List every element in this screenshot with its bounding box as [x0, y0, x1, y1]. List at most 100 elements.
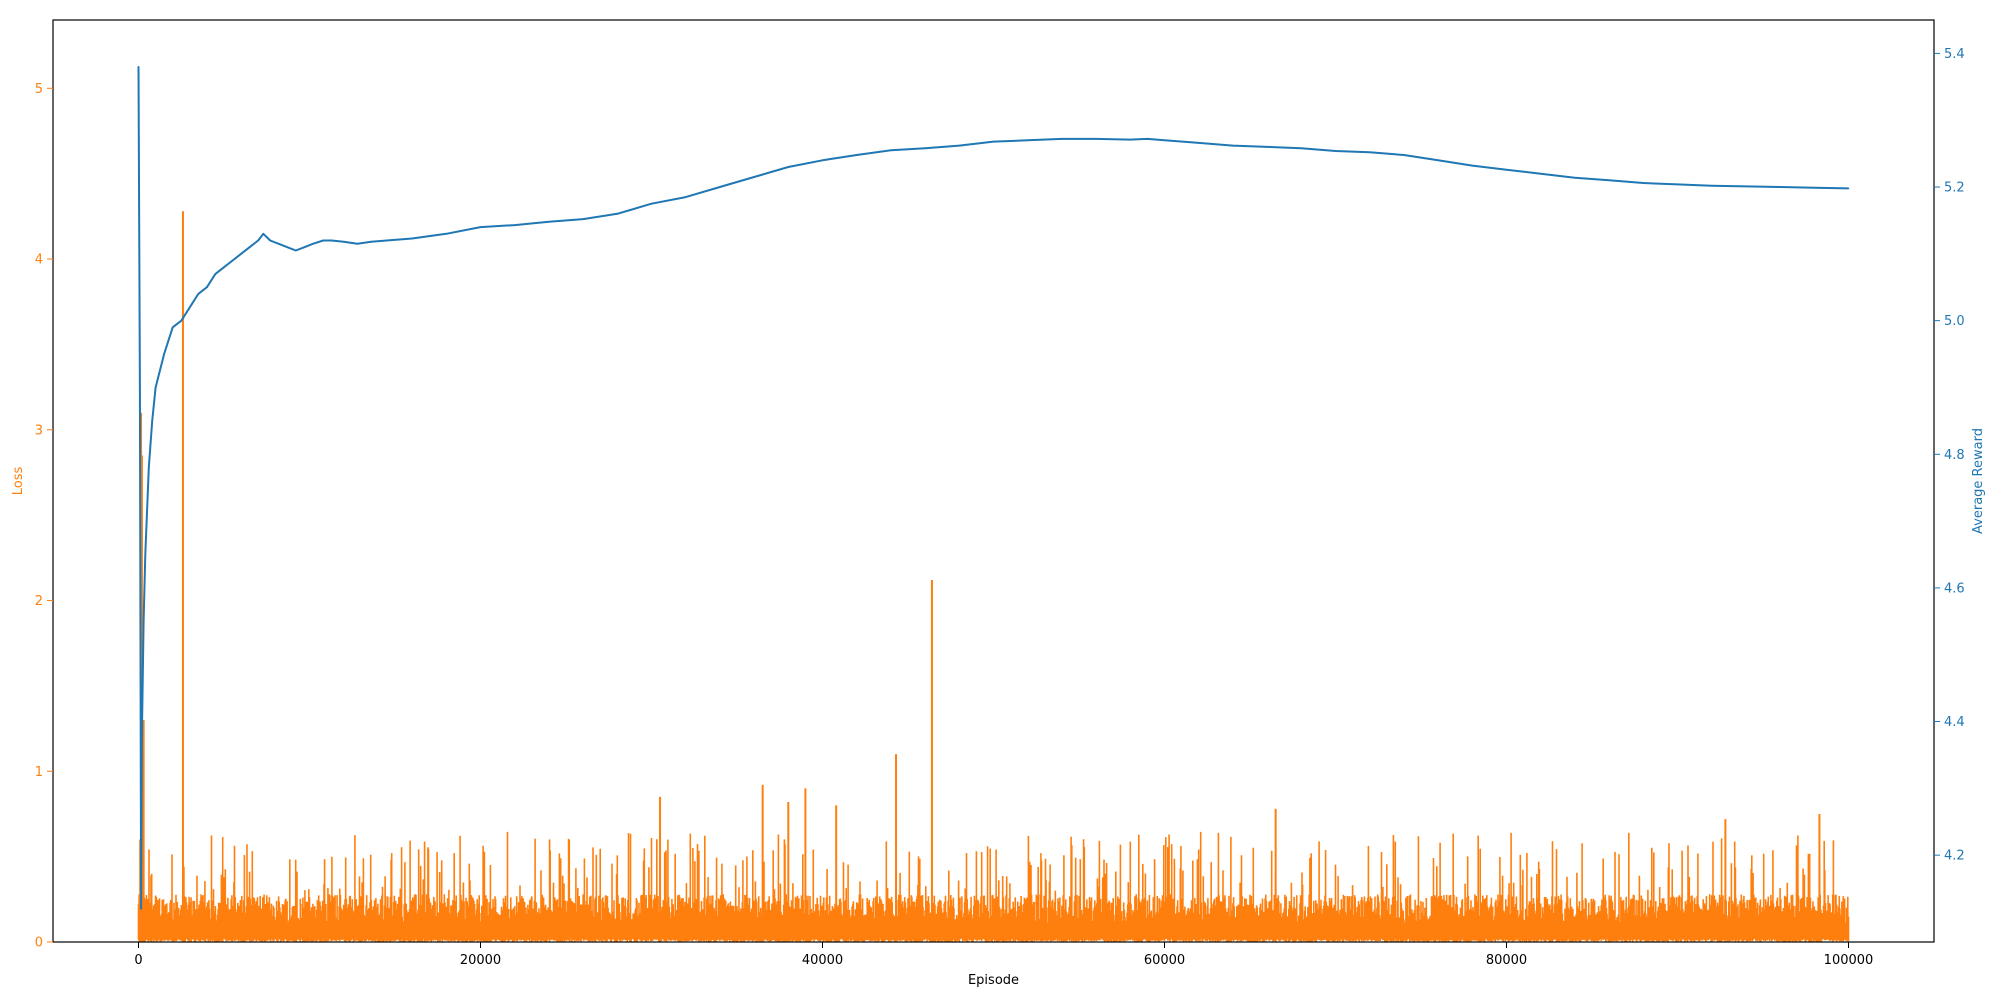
- reward-point: [684, 196, 687, 198]
- reward-point: [342, 241, 345, 243]
- reward-point: [1745, 185, 1747, 188]
- reward-point: [1146, 138, 1149, 140]
- x-tick-label: 20000: [460, 953, 501, 968]
- reward-point: [240, 253, 242, 255]
- x-tick-label: 60000: [1144, 953, 1185, 968]
- loss-series-noise: [137, 831, 1850, 942]
- reward-point: [890, 149, 892, 152]
- reward-point: [548, 220, 550, 223]
- reward-point: [385, 239, 388, 242]
- reward-point: [1266, 146, 1268, 148]
- reward-point: [445, 232, 448, 235]
- reward-point: [322, 239, 324, 242]
- reward-point: [1642, 182, 1645, 184]
- reward-point: [479, 226, 482, 228]
- right-y-tick-label: 4.8: [1944, 448, 1965, 463]
- reward-point: [137, 65, 140, 68]
- reward-point: [753, 176, 755, 178]
- reward-point: [787, 166, 790, 168]
- reward-point: [992, 140, 995, 143]
- reward-point: [1437, 159, 1439, 162]
- reward-point: [262, 232, 265, 235]
- reward-point: [821, 159, 824, 162]
- reward-point: [1334, 150, 1337, 152]
- reward-point: [223, 266, 225, 269]
- left-y-tick-label: 0: [35, 936, 43, 951]
- reward-point: [144, 553, 147, 556]
- reward-point: [312, 243, 314, 245]
- plot-area: [137, 65, 1850, 942]
- reward-point: [513, 224, 516, 226]
- reward-point: [1710, 184, 1713, 187]
- reward-point: [269, 239, 271, 242]
- reward-point: [1779, 186, 1781, 188]
- right-y-axis-label: Average Reward: [1971, 428, 1986, 534]
- reward-point: [1505, 168, 1508, 171]
- left-y-tick-label: 5: [35, 82, 43, 97]
- reward-point: [330, 239, 333, 242]
- reward-point: [140, 907, 142, 910]
- right-y-tick-label: 4.2: [1944, 849, 1965, 864]
- reward-point: [154, 386, 157, 389]
- left-y-axis-label: Loss: [11, 467, 26, 496]
- reward-point: [1026, 139, 1029, 142]
- left-y-tick-label: 3: [35, 423, 43, 438]
- reward-point: [180, 319, 183, 322]
- x-axis-label: Episode: [968, 973, 1019, 988]
- reward-point: [1403, 154, 1405, 156]
- right-y-tick-label: 4.4: [1944, 715, 1965, 730]
- reward-point: [1095, 138, 1097, 140]
- reward-point: [147, 466, 150, 469]
- axes: 0 20000 40000 60000 80000 100000 0 1 2 3 4 5 4.2 4.4 4…: [35, 19, 1965, 968]
- reward-point: [1232, 144, 1234, 147]
- reward-point: [1129, 138, 1132, 141]
- reward-point: [370, 241, 372, 243]
- reward-point: [958, 144, 961, 147]
- reward-point: [1368, 151, 1371, 154]
- reward-point: [197, 293, 200, 295]
- reward-point: [616, 212, 619, 215]
- x-tick-label: 40000: [802, 953, 843, 968]
- reward-point: [1847, 187, 1850, 190]
- reward-point: [248, 246, 251, 248]
- reward-point: [171, 326, 174, 329]
- reward-point: [1676, 183, 1679, 186]
- reward-point: [582, 218, 584, 220]
- reward-point: [411, 237, 413, 240]
- reward-point: [1608, 179, 1610, 182]
- left-y-tick-label: 1: [35, 765, 43, 780]
- reward-point: [1574, 176, 1576, 179]
- reward-point: [295, 249, 297, 252]
- reward-point: [356, 243, 359, 245]
- left-y-tick-label: 4: [35, 253, 43, 268]
- x-tick-label: 0: [134, 953, 142, 968]
- x-tick-label: 100000: [1824, 953, 1874, 968]
- reward-point: [163, 353, 165, 355]
- reward-point: [151, 420, 153, 422]
- reward-point: [1813, 186, 1816, 189]
- reward-point: [924, 147, 926, 150]
- reward-point: [286, 246, 289, 248]
- reward-point: [1197, 142, 1200, 144]
- reward-point: [141, 734, 143, 736]
- reward-point: [231, 259, 234, 262]
- reward-point: [1061, 138, 1063, 140]
- reward-point: [1539, 172, 1542, 175]
- reward-point: [1163, 139, 1166, 142]
- reward-point: [139, 386, 141, 389]
- reward-point: [214, 273, 217, 275]
- right-y-tick-label: 5.0: [1944, 314, 1965, 329]
- plot-frame: [52, 19, 1935, 943]
- reward-point: [719, 186, 721, 188]
- right-y-tick-label: 5.4: [1944, 47, 1965, 62]
- reward-point: [1300, 147, 1303, 150]
- reward-point: [650, 202, 653, 205]
- x-tick-label: 80000: [1486, 953, 1527, 968]
- reward-point: [189, 306, 191, 309]
- right-y-tick-label: 5.2: [1944, 181, 1965, 196]
- reward-series-line: [137, 66, 1849, 910]
- reward-point: [855, 154, 858, 156]
- reward-point: [277, 243, 280, 245]
- reward-point: [142, 620, 145, 623]
